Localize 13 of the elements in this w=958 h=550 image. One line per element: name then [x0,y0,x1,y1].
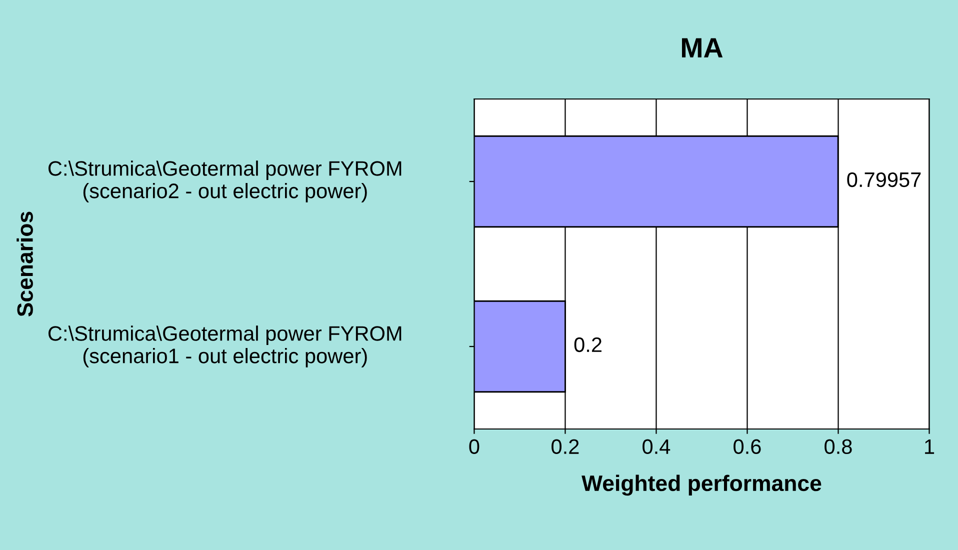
x-tick-label: 1 [925,439,934,454]
y-tick-label: C:\Strumica\Geotermal power FYROM (scenario2 - out electric power) [48,160,402,202]
x-tick-label: 0.6 [734,439,761,454]
x-tick-label: 0 [469,439,480,454]
chart-title: MA [682,38,723,58]
y-axis-title: Scenarios [16,212,33,316]
y-tick-label: C:\Strumica\Geotermal power FYROM (scenario1 - out electric power) [48,326,402,368]
x-tick-label: 0.8 [824,439,852,454]
x-tick-label: 0.2 [552,439,579,454]
data-label: 0.79957 [847,172,921,188]
data-label: 0.2 [574,337,602,352]
x-tick-label: 0.4 [642,439,670,454]
x-axis-title: Weighted performance [582,474,822,496]
